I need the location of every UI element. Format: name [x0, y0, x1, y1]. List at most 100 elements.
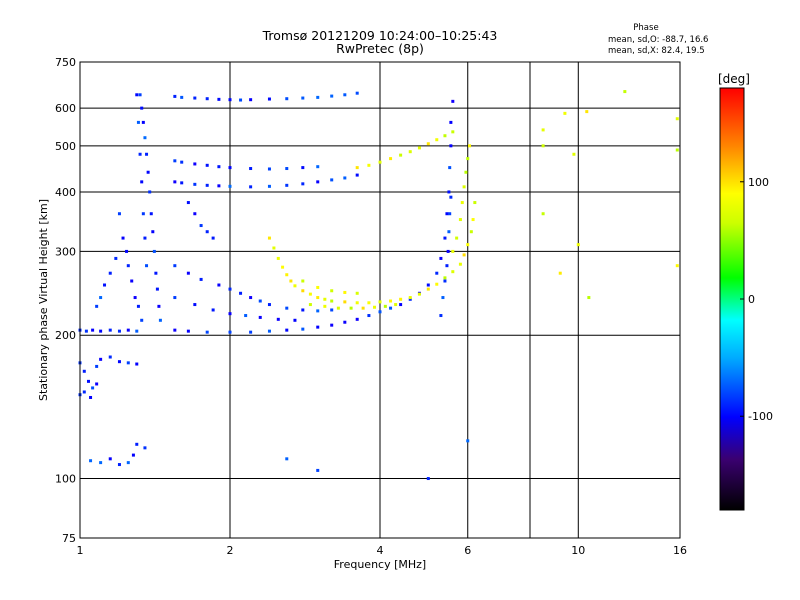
data-point [267, 167, 271, 171]
data-point [267, 236, 271, 240]
data-point [293, 284, 297, 288]
chart-subtitle: RwPretec (8p) [336, 41, 424, 56]
data-point [151, 230, 155, 234]
data-point [316, 285, 320, 289]
data-point [441, 296, 445, 300]
data-point [439, 314, 443, 318]
data-point [308, 303, 312, 307]
data-point [138, 93, 142, 97]
data-point [152, 249, 156, 253]
data-point [462, 185, 466, 189]
data-point [143, 136, 147, 140]
data-point [154, 271, 158, 275]
data-point [558, 271, 562, 275]
data-point [301, 166, 305, 170]
data-point [473, 201, 477, 205]
data-point [572, 152, 576, 156]
data-point [114, 256, 118, 260]
data-point [448, 212, 452, 216]
y-tick-label: 300 [55, 245, 76, 258]
data-point [343, 93, 347, 97]
data-point [435, 282, 439, 286]
data-point [228, 184, 232, 188]
data-point [158, 318, 162, 322]
colorbar-tick-label: 0 [748, 293, 755, 306]
data-point [585, 110, 589, 114]
data-point [82, 369, 86, 373]
x-tick-label: 16 [673, 544, 687, 557]
data-point [445, 264, 449, 268]
data-point [301, 182, 305, 186]
data-point [355, 291, 359, 295]
data-point [447, 190, 451, 194]
data-point [239, 291, 243, 295]
data-point [355, 173, 359, 177]
data-point [355, 91, 359, 95]
data-point [343, 176, 347, 180]
data-point [468, 144, 472, 148]
data-point [140, 180, 144, 184]
data-point [108, 271, 112, 275]
data-point [367, 301, 371, 305]
grid-lines [79, 62, 681, 538]
data-point [469, 230, 473, 234]
data-point [285, 328, 289, 332]
data-point [99, 296, 103, 300]
data-point [458, 262, 462, 266]
data-point [173, 159, 177, 163]
data-point [408, 150, 412, 154]
y-axis-ticks: 75 100 200 300 400 500 600 750 [55, 56, 76, 545]
data-point [249, 185, 253, 189]
data-point [228, 287, 232, 291]
data-point [249, 330, 253, 334]
data-point [316, 296, 320, 300]
x-tick-label: 10 [571, 544, 585, 557]
colorbar-ticks: 100 0 -100 [740, 176, 773, 423]
data-point [244, 314, 248, 318]
data-point [576, 243, 580, 247]
x-tick-label: 6 [464, 544, 471, 557]
data-point [217, 283, 221, 287]
data-point [126, 264, 130, 268]
data-point [276, 256, 280, 260]
y-tick-label: 100 [55, 473, 76, 486]
data-point [99, 461, 103, 465]
data-point [136, 120, 140, 124]
data-point [330, 289, 334, 293]
plot-frame [79, 61, 681, 539]
data-point [145, 264, 149, 268]
data-point [95, 304, 99, 308]
data-point [399, 153, 403, 157]
data-point [399, 303, 403, 307]
data-point [173, 180, 177, 184]
data-point [378, 160, 382, 164]
data-point [316, 325, 320, 329]
data-point [205, 97, 209, 101]
data-point [355, 166, 359, 170]
data-point [451, 270, 455, 274]
data-point [426, 142, 430, 146]
data-point [149, 212, 153, 216]
data-point [330, 94, 334, 98]
data-point [285, 306, 289, 310]
data-point [143, 236, 147, 240]
data-point [136, 304, 140, 308]
data-point [82, 390, 86, 394]
data-point [228, 312, 232, 316]
data-point [211, 236, 215, 240]
data-point [343, 320, 347, 324]
data-point [443, 134, 447, 138]
data-point [155, 287, 159, 291]
data-point [267, 184, 271, 188]
data-point [99, 329, 103, 333]
data-point [466, 243, 470, 247]
data-point [103, 283, 107, 287]
data-point [173, 328, 177, 332]
data-point [180, 181, 184, 185]
x-axis-label: Frequency [MHz] [334, 558, 426, 571]
x-tick-label: 1 [77, 544, 84, 557]
data-point [378, 310, 382, 314]
data-point [117, 463, 121, 467]
data-point [267, 303, 271, 307]
